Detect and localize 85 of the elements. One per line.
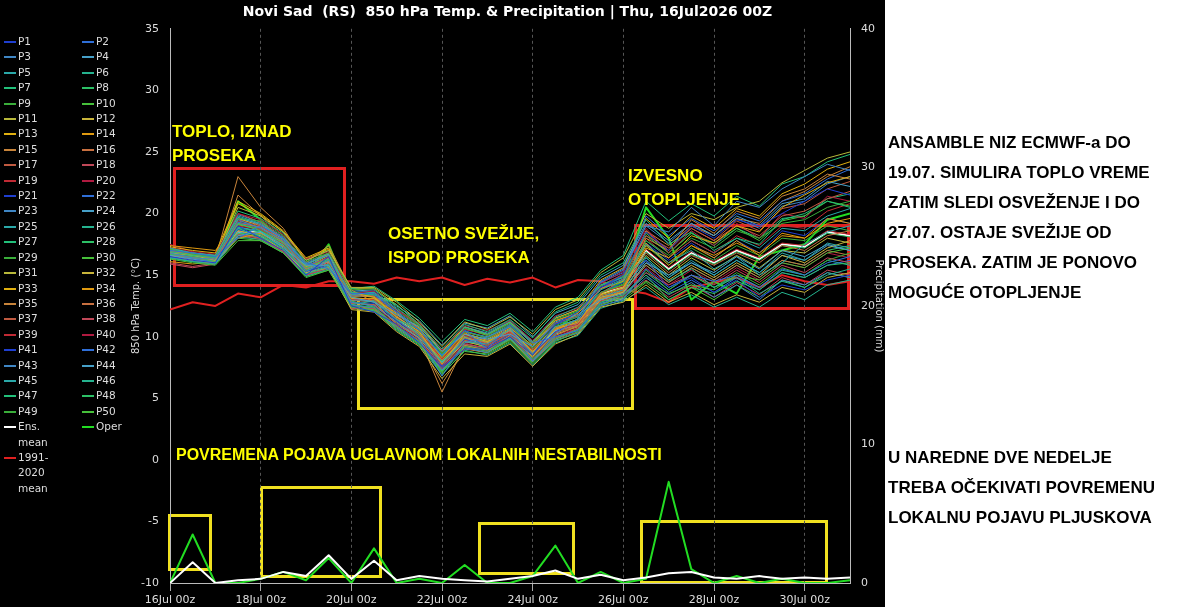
- legend-label: P1: [18, 34, 32, 49]
- y-tick-label: 0: [152, 452, 159, 466]
- legend-label: P30: [96, 250, 116, 263]
- legend-label: P8: [96, 81, 110, 94]
- legend-label: P39: [18, 326, 39, 342]
- y-tick-label: -5: [148, 514, 159, 528]
- y-tick-label: 5: [152, 391, 159, 405]
- legend-label: P21: [18, 188, 39, 204]
- x-tick-label: 26Jul 00z: [598, 593, 649, 607]
- text: ANSAMBLE NIZ ECMWF-a DO 19.07. SIMULIRA TOPLO VREME ZATIM SLEDI OSVEŽENJE I DO 27.07. OSTAJE SVEŽIJE OD PROSEKA. ZATIM JE PONOVO MOGUĆE OTOPLJENJE: [888, 132, 1151, 304]
- legend-label: P28: [96, 234, 117, 250]
- legend-label: P48: [96, 388, 117, 404]
- legend-label: P34: [96, 281, 116, 294]
- x-tick-label: 16Jul 00z: [144, 593, 196, 607]
- y-tick-label: 20: [145, 206, 159, 220]
- legend-label: P22: [96, 188, 117, 204]
- legend-label: P12: [96, 111, 117, 127]
- x-tick-label: 20Jul 00z: [326, 593, 377, 607]
- legend-label: P25: [18, 218, 39, 234]
- y2-tick-label: 30: [861, 160, 875, 174]
- legend-label: P36: [96, 296, 116, 309]
- legend-label: P26: [96, 218, 117, 234]
- legend-label: P11: [18, 111, 39, 127]
- y2-tick-label: 40: [861, 21, 875, 35]
- legend-label: P10: [96, 95, 117, 111]
- y-axis-title: 850 hPa Temp. (°C): [129, 257, 141, 355]
- legend-label: P38: [96, 312, 116, 325]
- legend-label: P3: [18, 49, 32, 65]
- y2-tick-label: 0: [861, 575, 868, 589]
- x-tick-label: 24Jul 00z: [507, 593, 559, 607]
- legend-label: P49: [18, 403, 39, 419]
- legend-label: P47: [18, 388, 39, 404]
- legend-label: P35: [18, 295, 39, 311]
- legend-label: P41: [18, 342, 39, 358]
- annotation: TOPLO, IZNAD PROSEKA: [172, 121, 293, 167]
- legend-label: P46: [96, 372, 117, 388]
- legend-label: P45: [18, 372, 39, 388]
- legend-label: P5: [18, 64, 32, 80]
- x-tick-label: 22Jul 00z: [416, 593, 468, 607]
- legend-label: P50: [96, 403, 117, 419]
- y-tick-label: 30: [145, 83, 159, 97]
- legend-label: P17: [18, 157, 39, 173]
- legend-label: P14: [96, 126, 117, 142]
- y-tick-label: 10: [145, 329, 159, 343]
- legend-label: P16: [96, 142, 116, 155]
- legend-label: P27: [18, 234, 39, 250]
- legend-label: P29: [18, 249, 39, 265]
- x-tick-label: 30Jul 00z: [779, 593, 831, 607]
- y2-axis-title: Precipitation (mm): [874, 259, 886, 353]
- legend-label: P31: [18, 265, 39, 281]
- legend-label: P19: [18, 172, 39, 188]
- legend-label: 1991-2020 mean: [18, 449, 50, 496]
- legend-label: P6: [96, 64, 110, 80]
- x-tick-label: 28Jul 00z: [688, 593, 740, 607]
- legend-label: P15: [18, 141, 39, 157]
- legend-label: P13: [18, 126, 39, 142]
- legend-label: P44: [96, 357, 117, 373]
- legend-label: P2: [96, 34, 110, 49]
- y-tick-label: 15: [145, 267, 159, 281]
- legend-label: P20: [96, 172, 117, 188]
- y2-tick-label: 10: [861, 437, 875, 451]
- legend-label: P4: [96, 49, 110, 65]
- legend-label: P7: [18, 80, 32, 96]
- chart-title: Novi Sad (RS) 850 hPa Temp. & Precipitation | Thu, 16Jul2026 00Z: [242, 3, 773, 21]
- y2-tick-label: 20: [861, 298, 875, 312]
- annotation: POVREMENA POJAVA UGLAVNOM LOKALNIH NESTABILNOSTI: [176, 446, 662, 463]
- y-tick-label: 25: [145, 144, 159, 158]
- legend-label: P23: [18, 203, 39, 219]
- legend-label: P32: [96, 266, 116, 279]
- annotation: IZVESNO OTOPLJENJE: [628, 165, 742, 211]
- legend-label: P9: [18, 95, 32, 111]
- legend-label: P33: [18, 280, 39, 296]
- text: U NAREDNE DVE NEDELJE TREBA OČEKIVATI POVREMENU LOKALNU POJAVU PLJUSKOVA: [888, 447, 1156, 529]
- legend-label: P37: [18, 311, 39, 327]
- legend-label: Oper: [96, 419, 123, 435]
- legend-label: P24: [96, 204, 116, 217]
- legend-label: P18: [96, 157, 117, 173]
- y-tick-label: 35: [145, 21, 159, 35]
- x-tick-label: 18Jul 00z: [235, 593, 287, 607]
- annotation: OSETNO SVEŽIJE, ISPOD PROSEKA: [388, 223, 541, 269]
- legend-label: Ens. mean: [18, 419, 49, 450]
- legend-label: P42: [96, 343, 116, 356]
- legend-label: P40: [96, 327, 116, 340]
- y-tick-label: -10: [141, 575, 159, 589]
- legend-label: P43: [18, 357, 39, 373]
